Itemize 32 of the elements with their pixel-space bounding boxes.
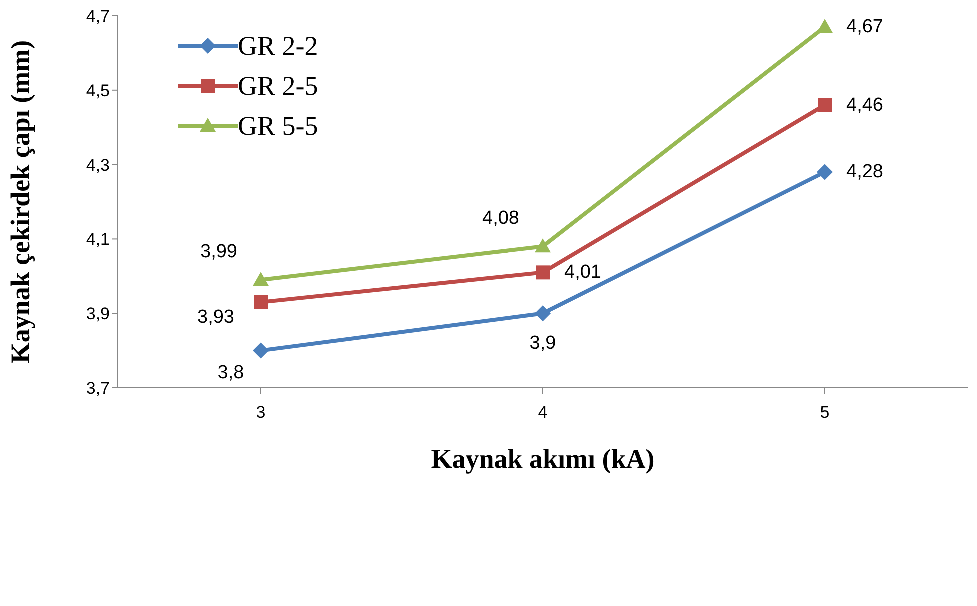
- data-label: 4,28: [846, 162, 884, 183]
- point: [535, 306, 551, 322]
- legend-label: GR 5-5: [238, 110, 318, 142]
- point: [254, 295, 268, 310]
- point: [817, 19, 833, 34]
- point: [535, 238, 551, 253]
- legend-label: GR 2-2: [238, 30, 318, 62]
- x-tick-label: 3: [256, 403, 266, 422]
- data-label: 3,9: [530, 333, 556, 354]
- x-tick-label: 4: [538, 403, 548, 422]
- data-label: 3,93: [198, 306, 234, 328]
- data-label: 3,8: [218, 362, 244, 384]
- data-label: 4,67: [846, 16, 884, 38]
- point: [253, 272, 269, 286]
- x-axis-title: Kaynak akımı (kA): [431, 444, 655, 474]
- point: [536, 266, 550, 280]
- y-tick-label: 4,1: [86, 230, 110, 250]
- y-tick-label: 3,9: [86, 304, 110, 324]
- y-axis-title: Kaynak çekirdek çapı (mm): [6, 40, 36, 364]
- data-label: 4,08: [482, 208, 520, 230]
- point: [817, 164, 833, 180]
- data-label: 4,01: [564, 262, 602, 284]
- y-tick-label: 4,5: [86, 81, 110, 100]
- point: [253, 342, 269, 359]
- data-label: 4,46: [846, 94, 884, 116]
- y-tick-label: 3,7: [86, 379, 110, 398]
- y-tick-label: 4,7: [86, 7, 110, 26]
- legend-label: GR 2-5: [238, 70, 318, 102]
- point: [818, 98, 832, 112]
- y-tick-label: 4,3: [86, 156, 110, 175]
- data-label: 3,99: [200, 242, 238, 263]
- x-tick-label: 5: [820, 403, 830, 422]
